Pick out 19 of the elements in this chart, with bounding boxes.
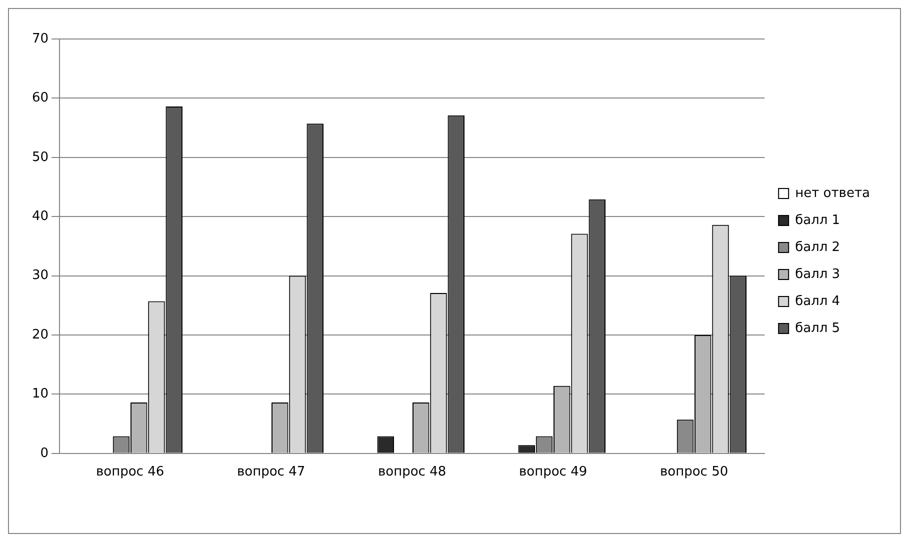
x-tick-label: вопрос 49	[518, 464, 588, 480]
y-tick-label: 60	[32, 90, 49, 106]
y-tick-label: 20	[32, 327, 49, 342]
y-tick-label: 0	[40, 446, 49, 461]
x-tick-label: вопрос 50	[660, 464, 728, 480]
x-tick-label: вопрос 47	[236, 464, 306, 480]
legend-label: балл 1	[795, 212, 840, 228]
y-tick-label: 70	[32, 31, 49, 46]
legend-label: балл 2	[795, 240, 840, 255]
y-tick-label: 30	[32, 268, 49, 284]
legend-label: нет ответа	[795, 186, 870, 201]
x-tick-label: вопрос 48	[378, 464, 446, 480]
legend-label: балл 5	[795, 320, 840, 336]
legend-label: балл 4	[795, 294, 840, 309]
x-tick-label: вопрос 46	[96, 464, 164, 480]
y-tick-label: 50	[32, 150, 49, 165]
legend-label: балл 3	[795, 266, 840, 282]
y-tick-label: 10	[32, 386, 49, 402]
y-tick-label: 40	[32, 208, 49, 224]
